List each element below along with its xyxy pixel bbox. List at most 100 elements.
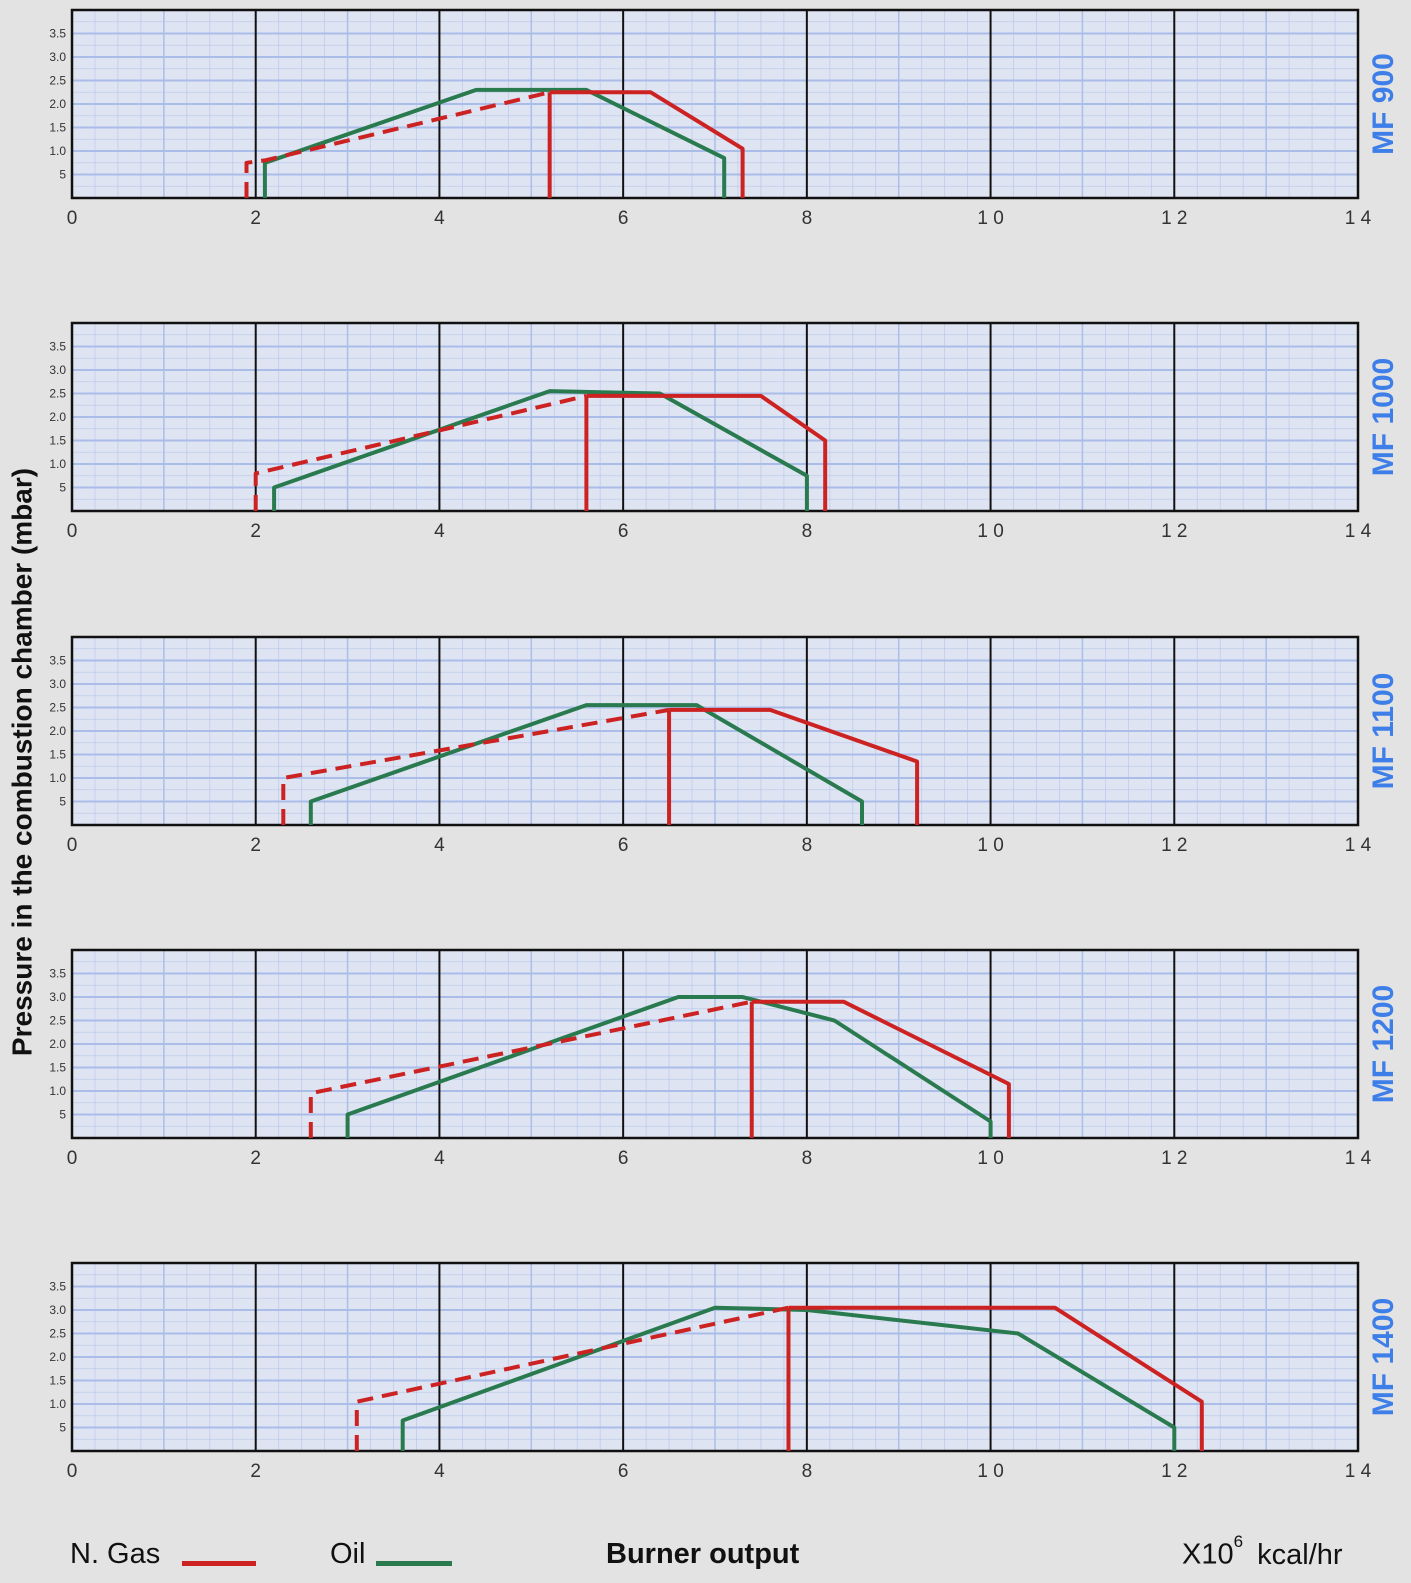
- x-axis-unit: X106 kcal/hr: [1182, 1532, 1343, 1572]
- x-tick-label: 4: [434, 521, 445, 542]
- x-tick-label: 0: [67, 1148, 78, 1169]
- x-tick-label: 1 4: [1345, 208, 1372, 229]
- y-tick-label: 3.5: [49, 967, 66, 981]
- model-label: MF 1000: [1367, 358, 1400, 476]
- y-tick-label: 3.5: [49, 27, 66, 41]
- y-tick-label: 1.5: [49, 434, 66, 448]
- legend-oil-line: [376, 1561, 452, 1566]
- y-tick-label: 1.5: [49, 1061, 66, 1075]
- x-tick-label: 1 0: [977, 521, 1003, 542]
- x-tick-label: 2: [250, 521, 261, 542]
- model-label: MF 900: [1367, 53, 1400, 155]
- x-axis-unit-base: X10: [1182, 1538, 1234, 1571]
- x-tick-label: 1 2: [1161, 835, 1187, 856]
- x-tick-label: 4: [434, 835, 445, 856]
- legend-gas-label: N. Gas: [70, 1538, 161, 1570]
- y-tick-label: 1.5: [49, 1374, 66, 1388]
- x-tick-label: 1 4: [1345, 1148, 1372, 1169]
- x-tick-label: 0: [67, 208, 78, 229]
- y-tick-label: 3.0: [49, 990, 66, 1004]
- x-tick-label: 8: [802, 835, 813, 856]
- x-axis-title: Burner output: [606, 1538, 800, 1570]
- y-tick-label: 1.0: [49, 1084, 66, 1098]
- y-tick-label: 5: [59, 481, 66, 495]
- x-tick-label: 1 0: [977, 1461, 1003, 1482]
- x-tick-label: 1 2: [1161, 1461, 1187, 1482]
- legend: N. Gas Oil Burner output X106 kcal/hr: [0, 1532, 1411, 1583]
- panel-mf-1200: 5 1.0 1.5 2.0 2.5 3.0 3.5 0 2 4 6 8 1 0 1 2 1 4 MF 1200: [49, 948, 1400, 1169]
- plot-frame: [70, 635, 1360, 827]
- x-tick-label: 8: [802, 1148, 813, 1169]
- y-tick-label: 1.0: [49, 457, 66, 471]
- panel-mf-1400: 5 1.0 1.5 2.0 2.5 3.0 3.5 0 2 4 6 8 1 0 1 2 1 4 MF 1400: [49, 1261, 1400, 1482]
- x-tick-label: 2: [250, 1148, 261, 1169]
- y-tick-label: 2.0: [49, 97, 66, 111]
- series-gas-line: [669, 707, 920, 825]
- series-gas-line: [751, 999, 1011, 1138]
- x-tick-label: 6: [618, 208, 629, 229]
- x-axis-unit-exponent: 6: [1233, 1532, 1244, 1551]
- y-tick-label: 1.0: [49, 771, 66, 785]
- x-tick-label: 1 4: [1345, 835, 1372, 856]
- x-tick-label: 2: [250, 1461, 261, 1482]
- series-gas-line: [549, 90, 745, 198]
- x-tick-label: 4: [434, 208, 445, 229]
- series-oil-line: [308, 703, 864, 825]
- y-tick-label: 5: [59, 1108, 66, 1122]
- series-gas-line: [586, 393, 828, 511]
- x-tick-label: 2: [250, 835, 261, 856]
- y-tick-label: 3.0: [49, 1303, 66, 1317]
- y-tick-label: 3.0: [49, 677, 66, 691]
- x-tick-label: 6: [618, 835, 629, 856]
- series-gas-dashed-line: [281, 707, 670, 825]
- model-label: MF 1200: [1367, 985, 1400, 1103]
- y-tick-label: 2.0: [49, 1350, 66, 1364]
- y-tick-label: 5: [59, 795, 66, 809]
- plot-frame: [70, 948, 1360, 1140]
- y-tick-label: 2.5: [49, 387, 66, 401]
- y-tick-label: 2.5: [49, 701, 66, 715]
- series-oil-line: [400, 1305, 1177, 1451]
- legend-gas-line: [182, 1561, 256, 1566]
- x-tick-label: 1 2: [1161, 521, 1187, 542]
- y-axis-title: Pressure in the combustion chamber (mbar…: [6, 468, 37, 1056]
- x-tick-label: 1 4: [1345, 1461, 1372, 1482]
- x-tick-label: 8: [802, 1461, 813, 1482]
- y-tick-label: 1.5: [49, 748, 66, 762]
- model-label: MF 1100: [1367, 673, 1400, 790]
- y-tick-label: 3.5: [49, 1280, 66, 1294]
- x-axis-unit-suffix: kcal/hr: [1257, 1538, 1343, 1571]
- x-tick-label: 2: [250, 208, 261, 229]
- y-tick-label: 5: [59, 1421, 66, 1435]
- panel-mf-900: 5 1.0 1.5 2.0 2.5 3.0 3.5 0 2 4 6 8 1 0 1 2 1 4 MF 900: [49, 8, 1400, 229]
- x-tick-label: 1 0: [977, 835, 1003, 856]
- y-tick-label: 2.0: [49, 410, 66, 424]
- x-tick-label: 0: [67, 835, 78, 856]
- y-tick-label: 1.0: [49, 1397, 66, 1411]
- y-tick-label: 3.0: [49, 363, 66, 377]
- x-tick-label: 0: [67, 521, 78, 542]
- series-oil-line: [262, 87, 727, 198]
- x-tick-label: 1 2: [1161, 208, 1187, 229]
- series-oil-line: [272, 389, 809, 511]
- x-tick-label: 1 0: [977, 208, 1003, 229]
- x-tick-label: 1 4: [1345, 521, 1372, 542]
- series-oil-line: [345, 995, 993, 1138]
- y-tick-label: 1.5: [49, 121, 66, 135]
- plot-frame: [70, 1261, 1360, 1453]
- series-gas-dashed-line: [253, 393, 587, 511]
- y-tick-label: 2.5: [49, 74, 66, 88]
- x-tick-label: 1 2: [1161, 1148, 1187, 1169]
- y-tick-label: 3.5: [49, 340, 66, 354]
- y-tick-label: 1.0: [49, 144, 66, 158]
- plot-frame: [70, 8, 1360, 200]
- legend-oil-label: Oil: [330, 1538, 366, 1570]
- x-tick-label: 4: [434, 1461, 445, 1482]
- y-tick-label: 3.0: [49, 50, 66, 64]
- y-tick-label: 3.5: [49, 654, 66, 668]
- y-tick-label: 2.5: [49, 1014, 66, 1028]
- model-label: MF 1400: [1367, 1298, 1400, 1416]
